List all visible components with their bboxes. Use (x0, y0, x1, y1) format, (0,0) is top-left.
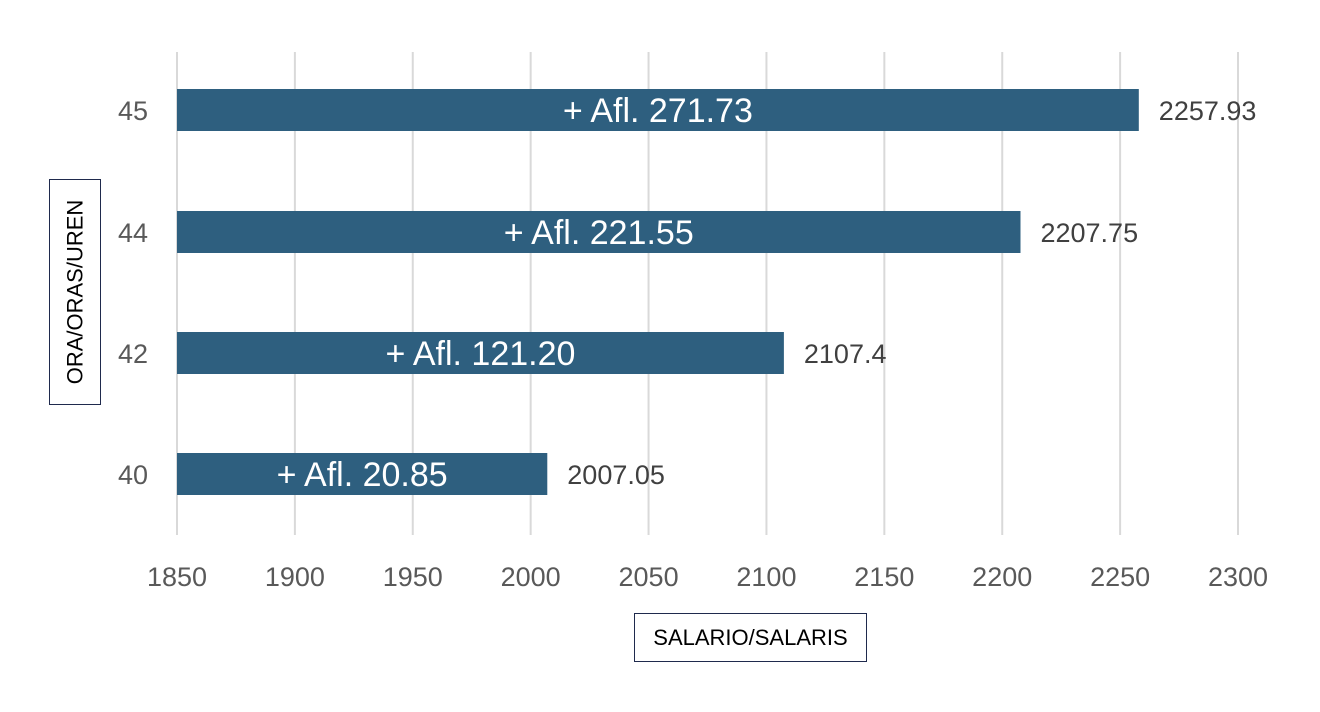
bar-inner-label: + Afl. 121.20 (385, 335, 575, 373)
x-tick-label: 2300 (1208, 562, 1268, 592)
bar-value-label: 2107.4 (804, 339, 887, 369)
bar-inner-label: + Afl. 271.73 (563, 92, 753, 130)
y-axis-title: ORA/ORAS/UREN (49, 179, 101, 405)
x-tick-label: 1850 (147, 562, 207, 592)
y-tick-label: 42 (118, 339, 148, 369)
x-tick-label: 1950 (383, 562, 443, 592)
bar-value-label: 2257.93 (1159, 96, 1257, 126)
y-tick-label: 40 (118, 460, 148, 490)
x-axis-title-text: SALARIO/SALARIS (653, 624, 848, 650)
bar (177, 89, 1139, 131)
x-tick-label: 2150 (854, 562, 914, 592)
bar-value-label: 2207.75 (1040, 218, 1138, 248)
bar-value-label: 2007.05 (567, 460, 665, 490)
x-tick-label: 2250 (1090, 562, 1150, 592)
bar (177, 453, 548, 495)
bar (177, 211, 1021, 253)
bar (177, 332, 784, 374)
y-tick-label: 44 (118, 218, 148, 248)
gridlines (176, 52, 1239, 535)
x-tick-label: 2000 (501, 562, 561, 592)
x-tick-label: 2200 (972, 562, 1032, 592)
x-axis-ticks: 1850 1900 1950 2000 2050 2100 2150 2200 2250 2300 (147, 562, 1268, 592)
x-tick-label: 2100 (736, 562, 796, 592)
x-tick-label: 2050 (619, 562, 679, 592)
bars: + Afl. 271.73 2257.93 + Afl. 221.55 2207.75… (177, 89, 1256, 495)
y-axis-title-text: ORA/ORAS/UREN (62, 199, 87, 385)
y-axis-ticks: 45 44 42 40 (118, 96, 148, 490)
bar-inner-label: + Afl. 221.55 (504, 214, 694, 252)
y-tick-label: 45 (118, 96, 148, 126)
bar-inner-label: + Afl. 20.85 (277, 456, 448, 494)
x-axis-title: SALARIO/SALARIS (634, 613, 867, 662)
x-tick-label: 1900 (265, 562, 325, 592)
